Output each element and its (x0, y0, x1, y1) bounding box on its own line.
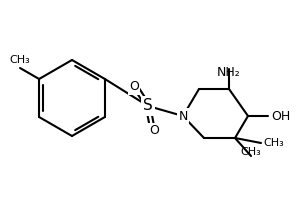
Text: O: O (129, 81, 139, 94)
Text: NH₂: NH₂ (217, 66, 241, 79)
Text: O: O (149, 124, 159, 138)
Text: OH: OH (271, 110, 290, 122)
Text: CH₃: CH₃ (263, 138, 284, 148)
Text: S: S (143, 98, 153, 113)
Text: CH₃: CH₃ (240, 147, 261, 157)
Text: N: N (178, 110, 188, 122)
Text: CH₃: CH₃ (10, 55, 30, 65)
